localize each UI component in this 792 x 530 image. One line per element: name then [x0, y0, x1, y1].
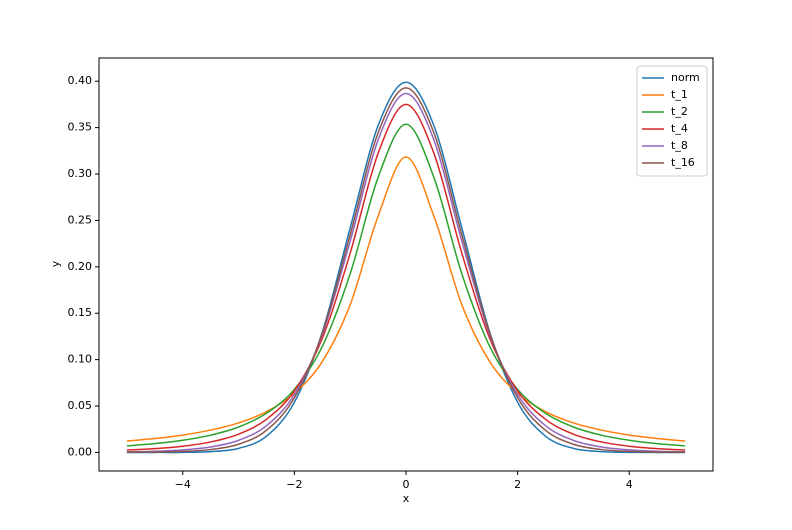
legend-label: t_4: [671, 122, 688, 135]
y-tick-label: 0.00: [68, 445, 93, 458]
x-tick-label: −4: [175, 478, 191, 491]
line-series: [126, 103, 686, 451]
y-tick-label: 0.15: [68, 306, 93, 319]
line-series: [126, 87, 686, 453]
y-axis-label: y: [49, 260, 62, 267]
y-tick-label: 0.25: [68, 213, 93, 226]
x-tick-label: 0: [403, 478, 410, 491]
legend-label: t_2: [671, 105, 688, 118]
legend-label: norm: [671, 71, 700, 84]
y-tick-label: 0.40: [68, 74, 93, 87]
x-tick-label: 4: [626, 478, 633, 491]
y-tick-label: 0.35: [68, 121, 93, 134]
y-tick-label: 0.05: [68, 399, 93, 412]
y-tick-label: 0.30: [68, 167, 93, 180]
line-series: [126, 123, 686, 447]
line-series: [126, 156, 686, 442]
legend-box: [636, 65, 708, 177]
line-series: [126, 81, 686, 454]
x-tick-label: −2: [286, 478, 302, 491]
x-tick-label: 2: [514, 478, 521, 491]
legend-label: t_8: [671, 139, 688, 152]
legend-label: t_16: [671, 156, 695, 169]
legend-label: t_1: [671, 88, 688, 101]
line-series: [126, 92, 686, 453]
axes-frame: [98, 57, 714, 472]
x-axis-label: x: [403, 492, 410, 505]
y-tick-label: 0.10: [68, 353, 93, 366]
y-tick-label: 0.20: [68, 260, 93, 273]
